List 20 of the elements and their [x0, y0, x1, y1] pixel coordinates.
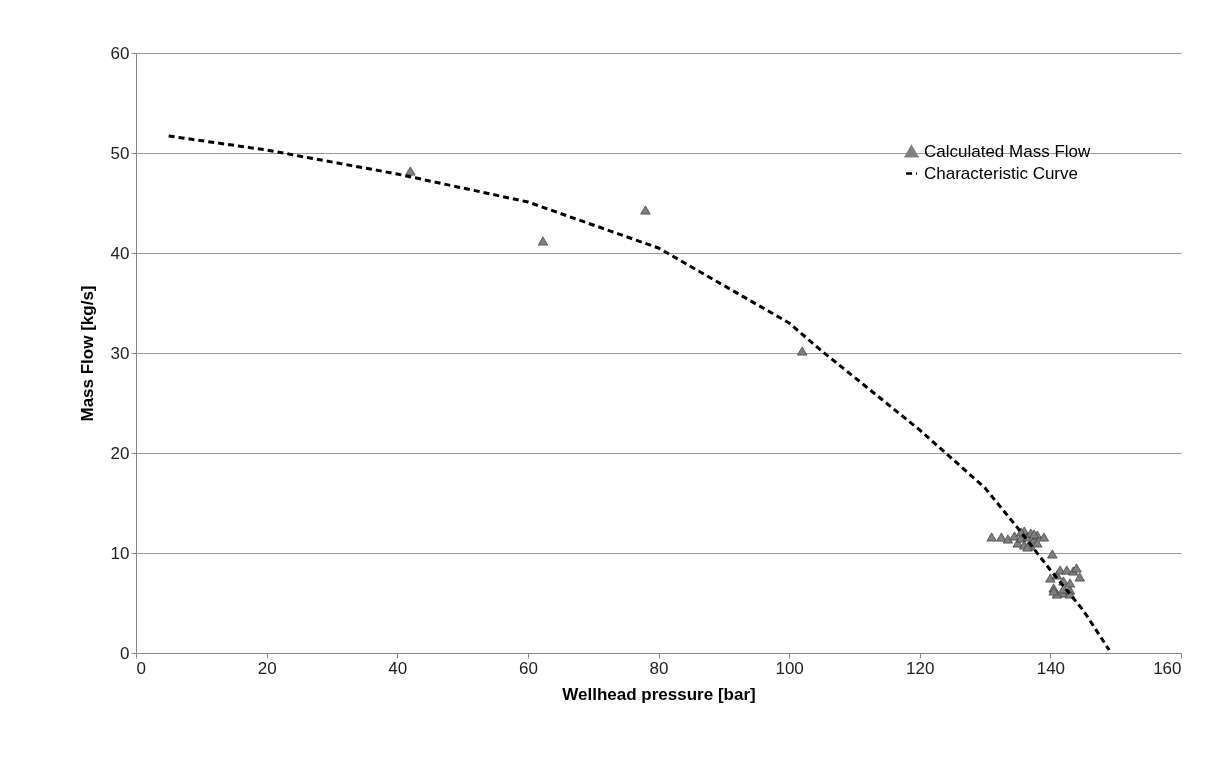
y-tick-label: 60: [110, 43, 130, 63]
legend-label: Calculated Mass Flow: [924, 141, 1091, 161]
legend-label: Characteristic Curve: [924, 163, 1078, 183]
x-tick-label: 140: [1036, 658, 1066, 678]
x-tick-label: 60: [518, 658, 538, 678]
y-axis-title: Mass Flow [kg/s]: [77, 285, 97, 422]
y-tick-label: 40: [110, 243, 130, 263]
y-tick-label: 20: [110, 443, 130, 463]
y-tick-label: 10: [110, 543, 130, 563]
x-tick-label: 80: [649, 658, 669, 678]
x-tick-label: 20: [257, 658, 277, 678]
x-tick-label: 120: [906, 658, 935, 678]
x-tick-label: 100: [775, 658, 804, 678]
x-tick-label: 40: [388, 658, 408, 678]
y-tick-label: 50: [110, 143, 130, 163]
y-tick-label: 0: [120, 643, 130, 663]
y-tick-label: 30: [110, 343, 130, 363]
x-tick-label: 160: [1153, 658, 1182, 678]
x-tick-label: 0: [136, 658, 146, 678]
x-axis-title: Wellhead pressure [bar]: [562, 684, 756, 704]
